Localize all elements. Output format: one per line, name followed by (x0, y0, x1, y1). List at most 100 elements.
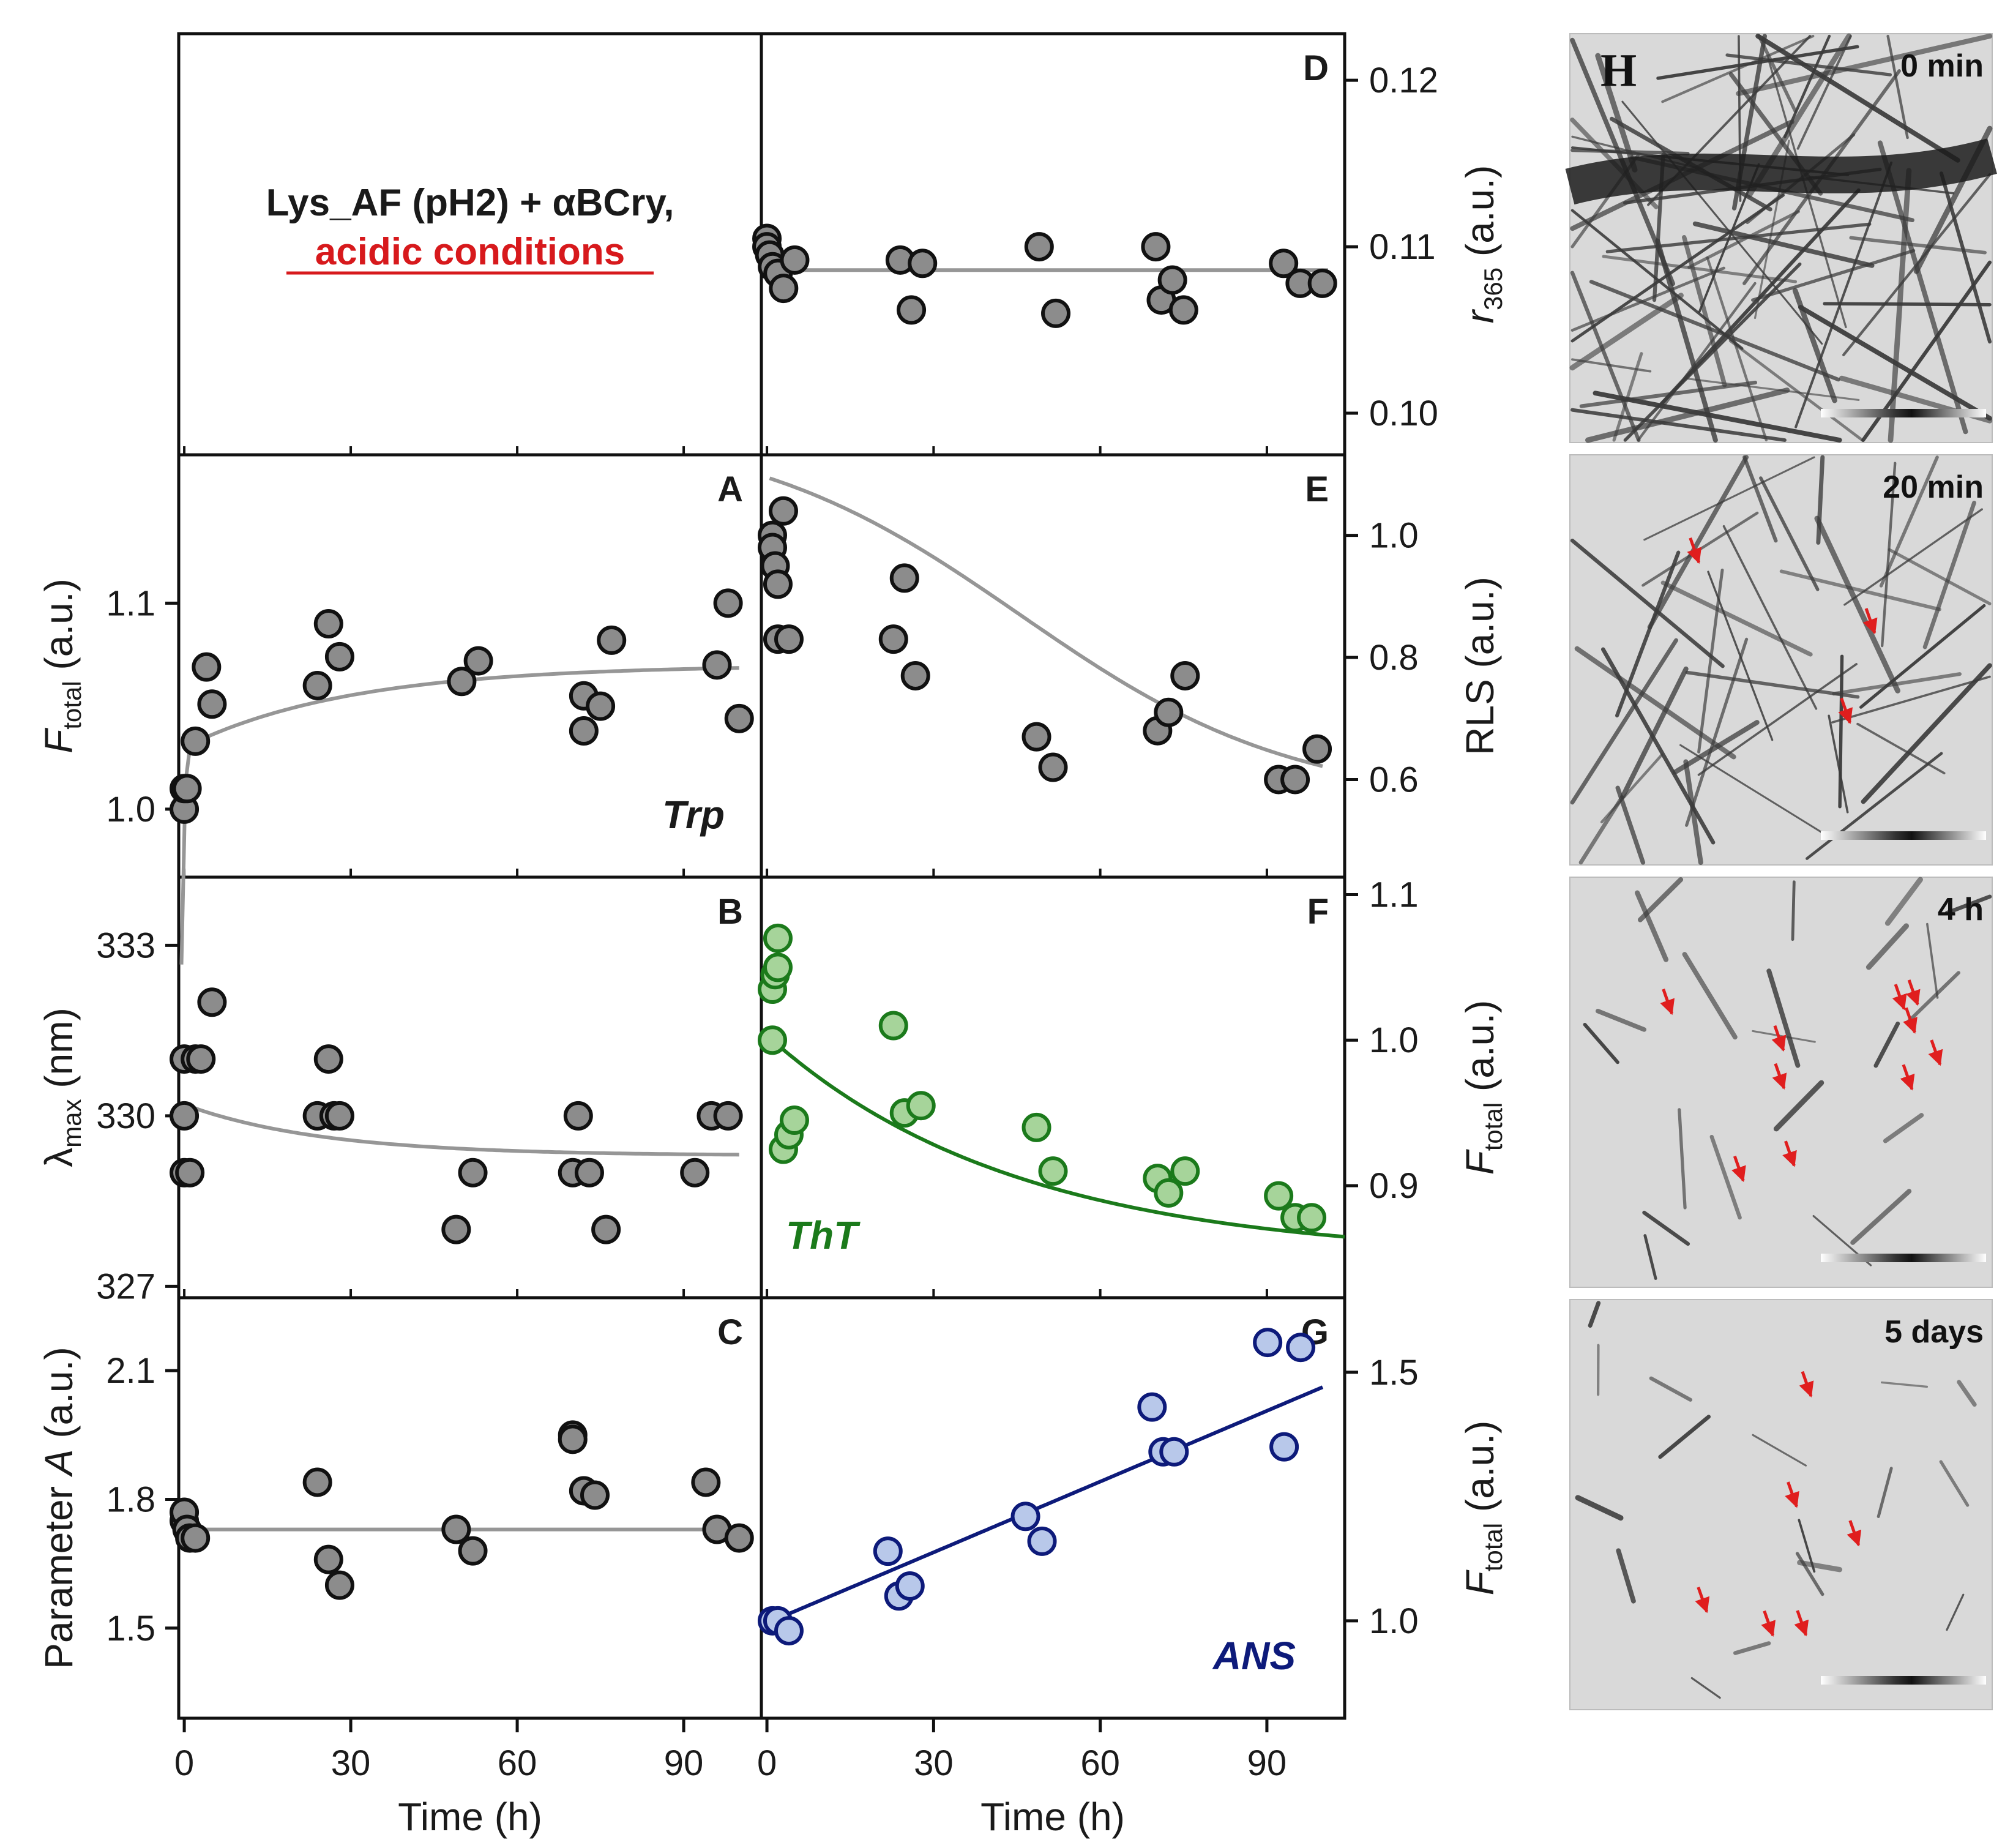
data-point (458, 1158, 488, 1188)
data-point (873, 1536, 903, 1566)
data-point (441, 1214, 471, 1244)
x-tick-label: 30 (914, 1743, 954, 1783)
fibril (1678, 1108, 1687, 1210)
data-point (302, 1467, 332, 1497)
red-arrow (1903, 1007, 1918, 1034)
panel-letter-c: C (717, 1312, 743, 1352)
y-axis-title-unit: (a.u.) (1458, 1421, 1502, 1523)
y-tick-label: 1.0 (1369, 516, 1419, 556)
data-point (724, 703, 754, 733)
red-arrow (1771, 1025, 1787, 1052)
fibril (1795, 1552, 1824, 1596)
data-point (1038, 752, 1068, 782)
x-tick-label: 0 (757, 1743, 777, 1783)
y-axis-title-main: F (1458, 1148, 1502, 1175)
data-point (1168, 295, 1198, 325)
fibril (1791, 880, 1796, 941)
data-point (586, 691, 616, 721)
fibril (1687, 210, 1800, 269)
data-point (574, 1158, 604, 1188)
data-point (558, 1424, 588, 1454)
data-point (1157, 265, 1187, 295)
fibril (1685, 377, 1860, 402)
panel-letter-h: H (1600, 45, 1637, 96)
fibril (1757, 34, 1798, 113)
data-point (763, 952, 793, 982)
fibril (1575, 1495, 1624, 1521)
fibril (1588, 1301, 1601, 1328)
data-point (897, 295, 927, 325)
data-point (302, 670, 332, 700)
red-arrow (1695, 1587, 1710, 1614)
fibril (1578, 795, 1624, 865)
fibril (1859, 604, 1986, 709)
scale-bar (1821, 409, 1986, 417)
data-point (906, 1091, 936, 1121)
tem-panel: 0 min 20 min 4 h 5 days H (1565, 33, 1997, 1710)
condition-annotation: Lys_AF (pH2) + αBCry, acidic conditions (266, 182, 674, 275)
series-label-g: ANS (1212, 1634, 1296, 1678)
red-arrow (1785, 1481, 1799, 1508)
tem-time-label: 4 h (1938, 892, 1984, 927)
data-point (1027, 1526, 1057, 1556)
fibril (1873, 1021, 1900, 1068)
data-point (779, 1105, 809, 1135)
y-tick-label: 1.8 (106, 1480, 155, 1519)
red-arrow (1862, 608, 1878, 635)
scale-bar (1821, 1676, 1986, 1685)
data-point (197, 987, 227, 1017)
x-tick-label: 90 (664, 1743, 704, 1783)
data-point (1302, 734, 1332, 764)
data-point (763, 923, 793, 953)
fibril (1585, 387, 1790, 443)
data-point (1137, 1392, 1167, 1422)
data-point (324, 642, 354, 671)
tem-time-label: 20 min (1883, 469, 1984, 505)
data-point (769, 274, 799, 304)
y-axis-title-sub: 365 (1479, 267, 1507, 310)
data-point (724, 1523, 754, 1553)
fibril (1886, 34, 1909, 140)
fibril (1623, 262, 1802, 442)
fibril (1709, 1134, 1742, 1220)
fibril (1736, 33, 1993, 97)
fibril (1939, 1460, 1970, 1507)
data-point (1280, 765, 1310, 795)
fibril (1806, 752, 1943, 860)
fibril (1722, 525, 1818, 710)
fibril (1661, 34, 1815, 103)
data-point (1024, 232, 1054, 262)
fit-line-b (181, 1101, 739, 1157)
fibril (1779, 569, 1941, 612)
fibril (1570, 538, 1725, 668)
fibril (1692, 221, 1875, 268)
plot-frames (177, 32, 1346, 1720)
data-point (563, 1101, 593, 1131)
fibril (1570, 408, 1787, 442)
x-axis-title-right: Time (h) (980, 1795, 1125, 1839)
panel-c: 1.5 1.8 2.1 Parameter A (a.u.) C (37, 1312, 754, 1669)
red-arrow (1900, 1064, 1915, 1091)
tem-image (1569, 454, 1993, 866)
y-axis-title-unit: (a.u.) (1458, 165, 1502, 267)
fibril (1672, 720, 1760, 775)
y-axis-title-f: Ftotal (a.u.) (1458, 1000, 1507, 1175)
fibril (1922, 500, 1976, 649)
fibril (1621, 100, 1823, 345)
red-arrow (1847, 1520, 1862, 1547)
red-arrow (1928, 1039, 1943, 1066)
fibril (1888, 168, 1912, 443)
condition-subtitle: acidic conditions (315, 231, 625, 273)
tem-frame-0: 0 min (1565, 33, 1997, 443)
data-point (1021, 1112, 1051, 1142)
fibril (1906, 971, 1960, 1024)
y-tick-label: 0.10 (1369, 394, 1438, 433)
fibril (1823, 302, 1992, 307)
data-point (313, 1044, 343, 1074)
panel-b: 327 330 333 λmax (nm) B (37, 892, 743, 1306)
data-point (313, 1544, 343, 1574)
fibril (1616, 1548, 1636, 1604)
fibril (1728, 339, 1864, 442)
